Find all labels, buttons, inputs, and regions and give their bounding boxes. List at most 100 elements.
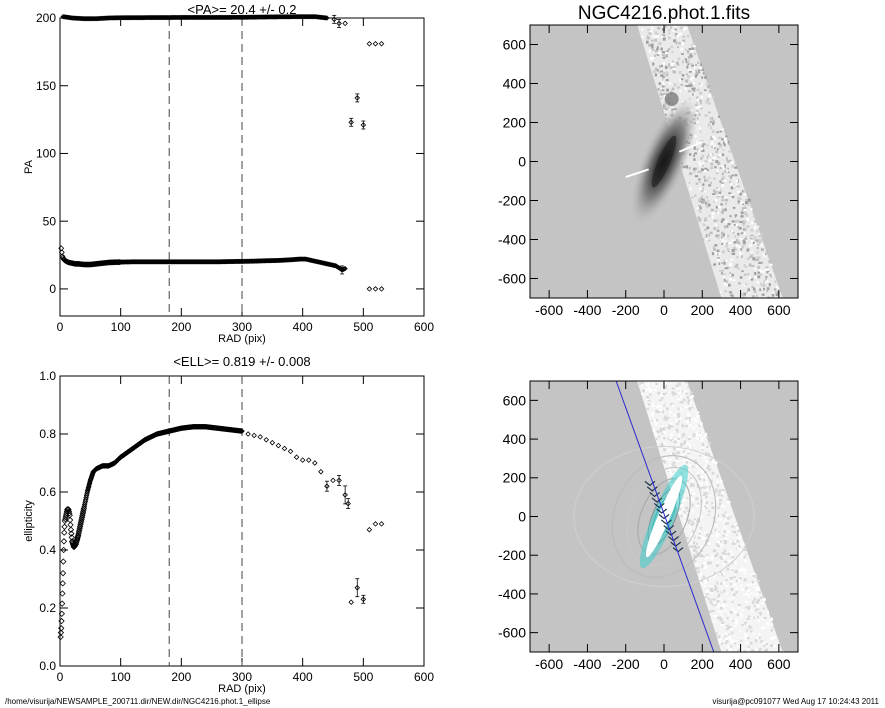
noise-speck [702, 503, 706, 507]
noise-speck [691, 520, 695, 524]
noise-speck [780, 650, 784, 652]
noise-speck [731, 252, 735, 255]
noise-speck [734, 219, 738, 223]
noise-speck [743, 228, 747, 231]
noise-speck [697, 69, 701, 72]
noise-speck [657, 88, 660, 91]
noise-speck [749, 204, 752, 206]
noise-speck [689, 521, 692, 524]
noise-speck [725, 259, 728, 262]
noise-speck [745, 201, 749, 205]
noise-speck [655, 382, 658, 386]
noise-speck [722, 273, 726, 276]
noise-speck [658, 405, 662, 408]
noise-speck [713, 248, 716, 251]
noise-speck [692, 70, 695, 73]
noise-speck [683, 440, 687, 444]
noise-speck [673, 83, 677, 87]
noise-speck [696, 71, 699, 75]
data-point [67, 521, 74, 529]
noise-speck [768, 273, 772, 276]
noise-speck [725, 579, 728, 582]
noise-speck [706, 169, 710, 171]
noise-speck [762, 280, 765, 284]
noise-speck [716, 169, 719, 173]
fit-ellipse-mark [651, 497, 663, 503]
noise-speck [727, 142, 730, 145]
noise-speck [688, 414, 691, 418]
noise-speck [736, 219, 740, 223]
noise-speck [705, 491, 708, 495]
noise-speck [691, 76, 695, 79]
noise-speck [666, 417, 670, 419]
noise-speck [680, 41, 684, 45]
noise-speck [692, 81, 695, 85]
noise-speck [762, 253, 766, 256]
noise-speck [702, 507, 706, 510]
noise-speck [663, 417, 666, 421]
x-tick-label: 0 [57, 320, 64, 334]
y-tick-label: 200 [503, 114, 527, 130]
noise-speck [694, 104, 698, 107]
noise-speck [724, 267, 728, 270]
noise-speck [745, 199, 748, 201]
noise-speck [743, 241, 747, 244]
x-tick-label: 200 [171, 320, 191, 334]
noise-speck [675, 42, 678, 45]
x-tick-label: 100 [111, 320, 131, 334]
noise-speck [730, 627, 734, 631]
noise-speck [719, 180, 722, 183]
noise-speck [760, 640, 764, 643]
noise-speck [660, 387, 663, 390]
noise-speck [681, 53, 684, 55]
noise-speck [712, 246, 716, 249]
noise-speck [739, 253, 743, 257]
noise-speck [689, 395, 692, 399]
noise-speck [736, 579, 740, 583]
noise-speck [673, 25, 677, 29]
noise-speck [699, 99, 703, 102]
y-tick-label: -600 [498, 270, 526, 286]
noise-speck [714, 198, 718, 202]
noise-speck [656, 405, 660, 408]
noise-speck [673, 440, 677, 444]
noise-speck [672, 446, 675, 449]
noise-speck [707, 176, 711, 179]
noise-speck [724, 208, 727, 212]
noise-speck [719, 144, 722, 147]
noise-speck [726, 234, 730, 238]
noise-speck [727, 167, 730, 170]
noise-speck [654, 419, 656, 423]
noise-speck [754, 268, 756, 271]
noise-speck [704, 558, 708, 561]
noise-speck [700, 84, 703, 87]
noise-speck [733, 540, 737, 543]
noise-speck [733, 593, 736, 597]
noise-speck [729, 293, 733, 295]
noise-speck [695, 504, 699, 508]
noise-speck [732, 176, 734, 180]
noise-speck [762, 284, 766, 288]
noise-speck [698, 477, 701, 481]
noise-speck [677, 443, 681, 446]
noise-speck [658, 82, 662, 85]
noise-speck [671, 391, 675, 394]
noise-speck [745, 600, 749, 603]
noise-speck [693, 194, 697, 198]
noise-speck [718, 262, 721, 265]
noise-speck [734, 265, 738, 268]
noise-speck [724, 511, 727, 513]
noise-speck [732, 206, 736, 209]
noise-speck [699, 528, 702, 531]
noise-speck [721, 172, 724, 176]
noise-speck [679, 502, 683, 506]
noise-speck [753, 235, 757, 240]
noise-speck [719, 290, 722, 293]
pa-upper-branch [60, 14, 385, 130]
noise-speck [732, 576, 736, 578]
y-tick-label: -200 [498, 192, 526, 208]
noise-speck [748, 606, 751, 609]
noise-speck [716, 131, 719, 134]
noise-speck [739, 556, 742, 559]
noise-speck [700, 147, 703, 151]
